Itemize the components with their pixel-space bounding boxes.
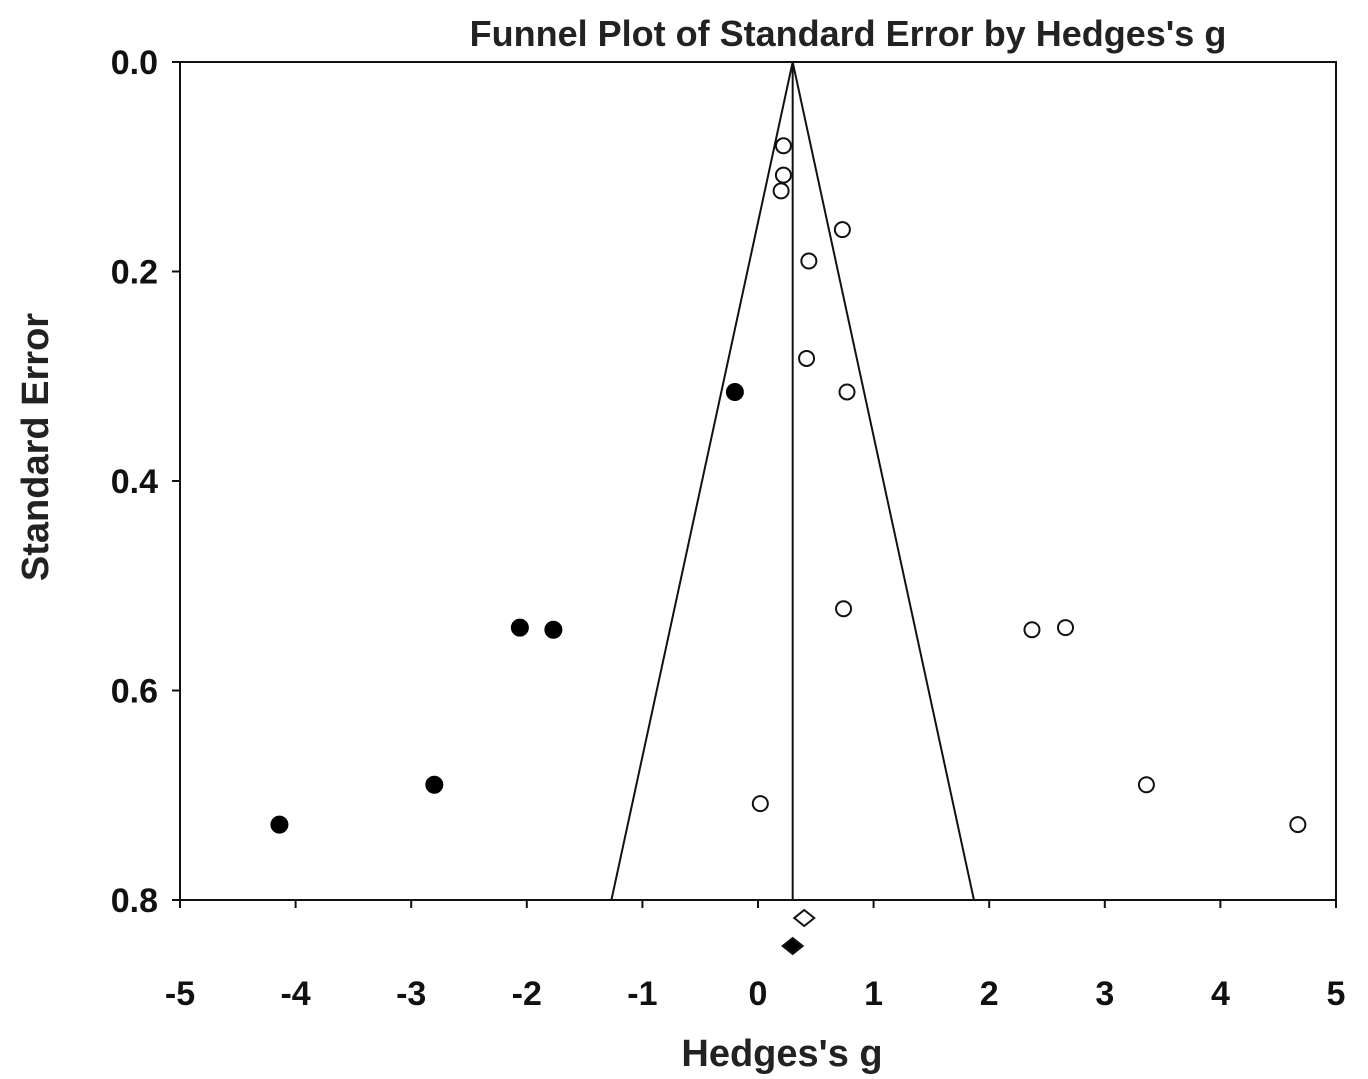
x-tick-label: -5 [165,975,195,1013]
y-tick-label: 0.8 [111,882,158,920]
observed-study-point [1289,816,1307,834]
y-axis-label: Standard Error [15,313,57,581]
observed-study-point [1137,776,1155,794]
observed-study-point [835,600,853,618]
observed-study-point [838,383,856,401]
x-tick-label: -1 [627,975,657,1013]
observed-study-point [774,166,792,184]
adjusted-summary-diamond [781,936,805,956]
x-tick-label: 5 [1327,975,1346,1013]
observed-study-point [833,221,851,239]
x-tick-label: 2 [980,975,999,1013]
x-tick-label: 3 [1095,975,1114,1013]
x-tick-label: -2 [512,975,542,1013]
x-axis-label: Hedges's g [681,1033,882,1075]
imputed-study-point [425,775,444,794]
x-tick-label: 4 [1211,975,1230,1013]
observed-study-point [1023,621,1041,639]
imputed-study-point [270,815,289,834]
y-tick-label: 0.0 [111,44,158,82]
imputed-study-point [510,618,529,637]
x-tick-label: 1 [864,975,883,1013]
x-tick-label: -4 [280,975,310,1013]
imputed-study-point [544,620,563,639]
observed-study-point [751,795,769,813]
y-tick-label: 0.2 [111,254,158,292]
funnel-right-line [791,61,975,901]
x-tick-label: 0 [749,975,768,1013]
plot-frame [179,61,1337,901]
plot-area: -5 -4 -3 -2 -1 0 1 2 3 4 5 0.0 0.2 0.4 0.6 0.8 [111,44,1346,1013]
imputed-study-point [725,382,744,401]
x-tick-label: -3 [396,975,426,1013]
funnel-left-line [610,61,794,901]
observed-summary-diamond [792,908,816,928]
observed-study-point [774,137,792,155]
chart-title: Funnel Plot of Standard Error by Hedges'… [470,13,1227,54]
observed-study-point [798,349,816,367]
y-tick-label: 0.4 [111,463,158,501]
y-tick-label: 0.6 [111,673,158,711]
observed-study-point [1056,619,1074,637]
observed-study-point [800,252,818,270]
observed-study-point [772,182,790,200]
